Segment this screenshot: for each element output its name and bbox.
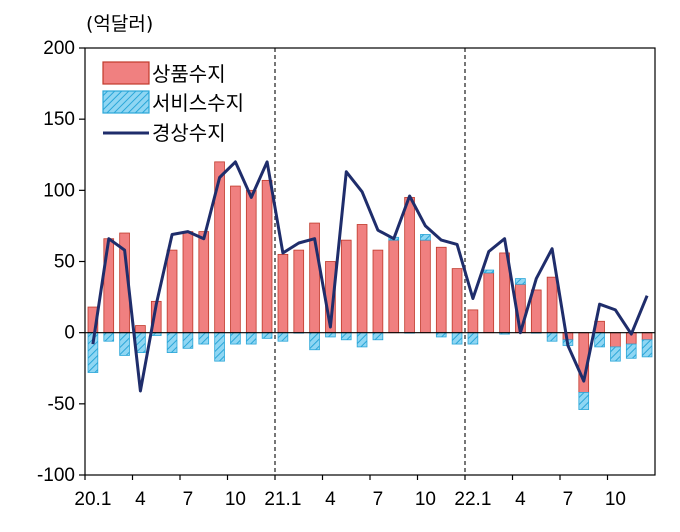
goods-bar-21.12: [451, 268, 463, 334]
goods-bar-22.5: [530, 289, 542, 334]
services-bar-22.10: [610, 346, 621, 362]
goods-bar-22.2: [483, 272, 495, 334]
services-bar-21.3: [309, 332, 320, 351]
y-tick-label-200: 200: [43, 38, 75, 59]
goods-bar-20.11: [245, 189, 257, 334]
x-tick-label-3: 10: [225, 489, 246, 510]
y-tick-label-0: 0: [64, 323, 75, 344]
legend-label-goods: 상품수지: [152, 62, 226, 86]
current-account-line: [91, 160, 649, 393]
x-tick-label-11: 10: [605, 489, 626, 510]
y-tick-label-100: 100: [43, 180, 75, 201]
goods-bar-21.5: [340, 239, 352, 334]
services-bar-22.6: [546, 332, 558, 342]
x-tick-label-10: 7: [563, 489, 574, 510]
goods-bar-22.12: [641, 332, 653, 341]
goods-bar-20.7: [182, 231, 194, 334]
y-tick-label--50: -50: [48, 394, 75, 415]
services-bar-22.11: [625, 343, 637, 359]
services-bar-22.12: [641, 339, 653, 358]
services-bar-20.6: [166, 332, 178, 353]
legend: 상품수지 서비스수지 경상수지: [102, 61, 244, 145]
services-bar-21.12: [451, 332, 463, 345]
x-tick-label-2: 7: [183, 489, 194, 510]
services-bar-21.5: [340, 332, 352, 341]
services-bar-20.2: [103, 332, 115, 342]
x-tick-label-0: 20.1: [74, 489, 111, 510]
x-tick-label-5: 4: [325, 489, 336, 510]
goods-bar-21.11: [435, 246, 447, 334]
goods-bar-20.6: [166, 249, 178, 334]
y-tick-label-150: 150: [43, 109, 75, 130]
goods-bar-21.1: [277, 253, 289, 334]
services-bar-22.1: [467, 332, 479, 345]
services-bar-22.9: [594, 332, 605, 348]
x-tick-label-7: 10: [415, 489, 436, 510]
services-bar-20.10: [230, 332, 241, 345]
goods-bar-21.2: [293, 249, 305, 334]
legend-label-current-account: 경상수지: [152, 121, 226, 145]
x-tick-label-9: 4: [515, 489, 526, 510]
services-bar-21.1: [277, 332, 289, 342]
services-bar-20.8: [198, 332, 210, 345]
x-tick-label-8: 22.1: [454, 489, 491, 510]
x-tick-label-1: 4: [135, 489, 146, 510]
goods-bar-21.8: [388, 239, 400, 334]
goods-bar-21.10: [420, 239, 431, 334]
x-tick-label-4: 21.1: [264, 489, 301, 510]
services-bar-20.11: [245, 332, 257, 345]
goods-bar-22.1: [467, 309, 479, 334]
y-tick-label--100: -100: [37, 465, 75, 486]
legend-swatch-services: [102, 90, 150, 114]
goods-bar-20.8: [198, 231, 210, 334]
unit-label: (억달러): [86, 13, 153, 35]
services-bar-21.11: [435, 332, 447, 338]
goods-bar-20.10: [230, 185, 241, 334]
services-bar-21.10: [420, 234, 431, 241]
line-layer: [91, 160, 649, 393]
bars-layer: [87, 161, 653, 410]
services-bar-20.7: [182, 332, 194, 349]
legend-swatch-goods: [102, 61, 150, 85]
goods-bar-20.12: [261, 179, 273, 334]
services-bar-21.4: [325, 332, 336, 338]
services-bar-22.2: [483, 269, 495, 274]
services-bar-20.12: [261, 332, 273, 339]
goods-bar-21.7: [372, 249, 384, 334]
services-bar-22.8: [578, 392, 590, 410]
legend-label-services: 서비스수지: [152, 91, 244, 115]
services-bar-22.4: [515, 278, 526, 285]
goods-bar-20.4: [135, 325, 146, 334]
dividers-layer: [274, 48, 466, 475]
services-bar-21.6: [356, 332, 368, 348]
ticks-layer: -100 -50 0 50 100 150 200 20.1 4 7 10 21.1 4 7 10 22.1 4…: [37, 38, 626, 510]
x-tick-label-6: 7: [373, 489, 384, 510]
services-bar-20.3: [119, 332, 130, 356]
goods-bar-22.6: [546, 276, 558, 334]
goods-bar-22.10: [610, 332, 621, 348]
goods-bar-21.9: [404, 197, 415, 334]
services-bar-21.7: [372, 332, 384, 341]
y-tick-label-50: 50: [54, 252, 75, 273]
services-bar-20.9: [214, 332, 225, 362]
goods-bar-21.6: [356, 224, 368, 334]
